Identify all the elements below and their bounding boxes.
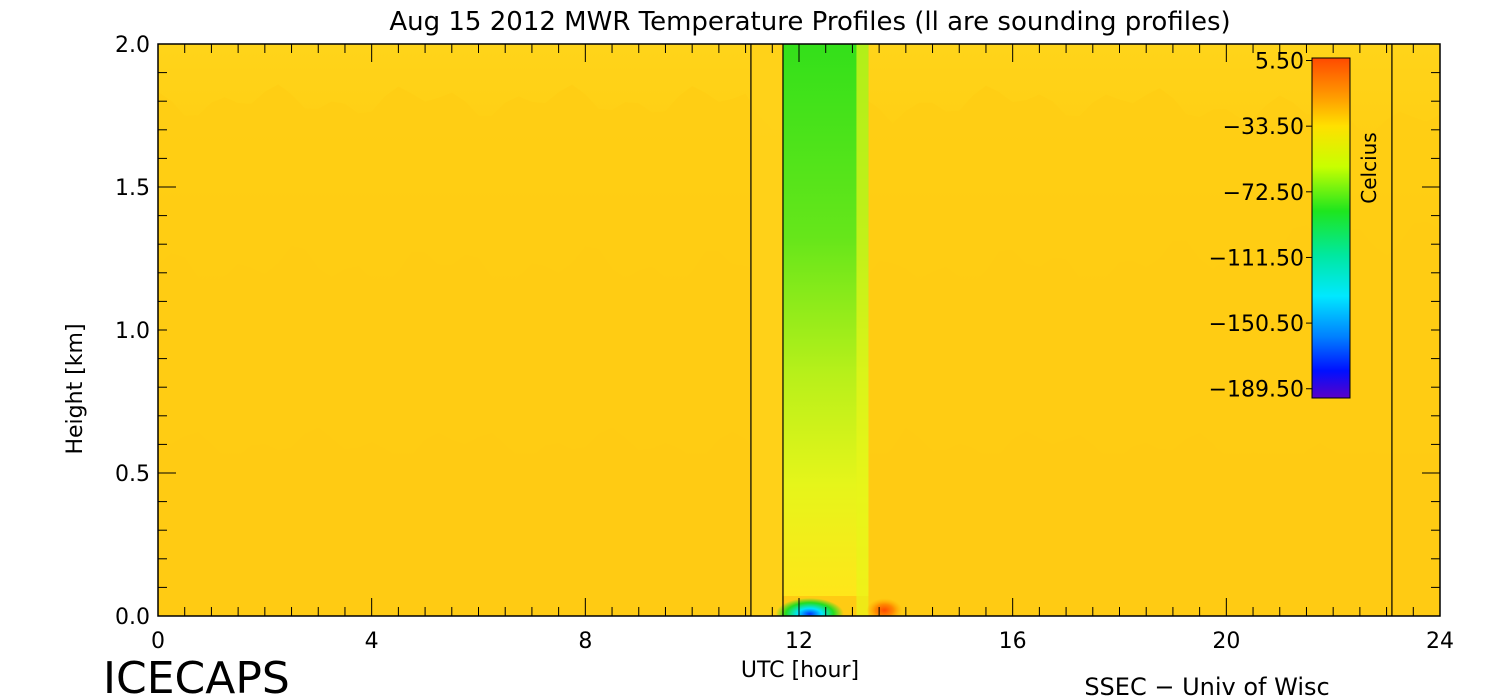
colorbar-tick-label: −72.50 — [1223, 181, 1304, 206]
colorbar: 5.50 −33.50 −72.50 −111.50 −150.50 −189.50 Ce… — [1209, 50, 1381, 403]
y-tick-label: 0.5 — [115, 462, 150, 487]
y-tick-label: 1.5 — [115, 176, 150, 201]
footer-brand: ICECAPS — [103, 653, 290, 700]
cold-spot — [775, 598, 844, 616]
sounding-gap-fill — [749, 44, 783, 616]
x-tick-label: 4 — [365, 629, 379, 654]
colorbar-tick-label: −150.50 — [1209, 312, 1304, 337]
colorbar-scale — [1311, 57, 1351, 399]
colorbar-label: Celcius — [1357, 132, 1381, 203]
chart-title: Aug 15 2012 MWR Temperature Profiles (ll… — [389, 7, 1230, 37]
x-tick-label: 20 — [1212, 629, 1240, 654]
temperature-field — [158, 44, 1440, 616]
footer-credit: SSEC − Univ of Wisc — [1084, 673, 1329, 700]
warm-spot — [866, 598, 903, 616]
x-tick-label: 12 — [785, 629, 813, 654]
plot-axes: 0 4 8 12 16 20 24 0.0 0.5 1.0 1.5 2.0 — [115, 33, 1454, 654]
x-tick-label: 16 — [999, 629, 1027, 654]
cold-column-edge — [856, 44, 869, 616]
colorbar-tick-label: −111.50 — [1209, 246, 1304, 271]
y-tick-label: 1.0 — [115, 319, 150, 344]
y-tick-label: 0.0 — [115, 605, 150, 630]
x-axis-label: UTC [hour] — [741, 658, 859, 683]
colorbar-ticks: 5.50 −33.50 −72.50 −111.50 −150.50 −189.50 — [1209, 50, 1312, 403]
colorbar-tick-label: −33.50 — [1223, 115, 1304, 140]
y-axis-label: Height [km] — [63, 323, 88, 454]
colorbar-tick-label: −189.50 — [1209, 378, 1304, 403]
colorbar-tick-label: 5.50 — [1255, 50, 1304, 75]
x-tick-label: 8 — [578, 629, 592, 654]
y-tick-label: 2.0 — [115, 33, 150, 58]
x-tick-label: 0 — [151, 629, 165, 654]
cold-column — [782, 44, 869, 596]
x-tick-label: 24 — [1426, 629, 1454, 654]
